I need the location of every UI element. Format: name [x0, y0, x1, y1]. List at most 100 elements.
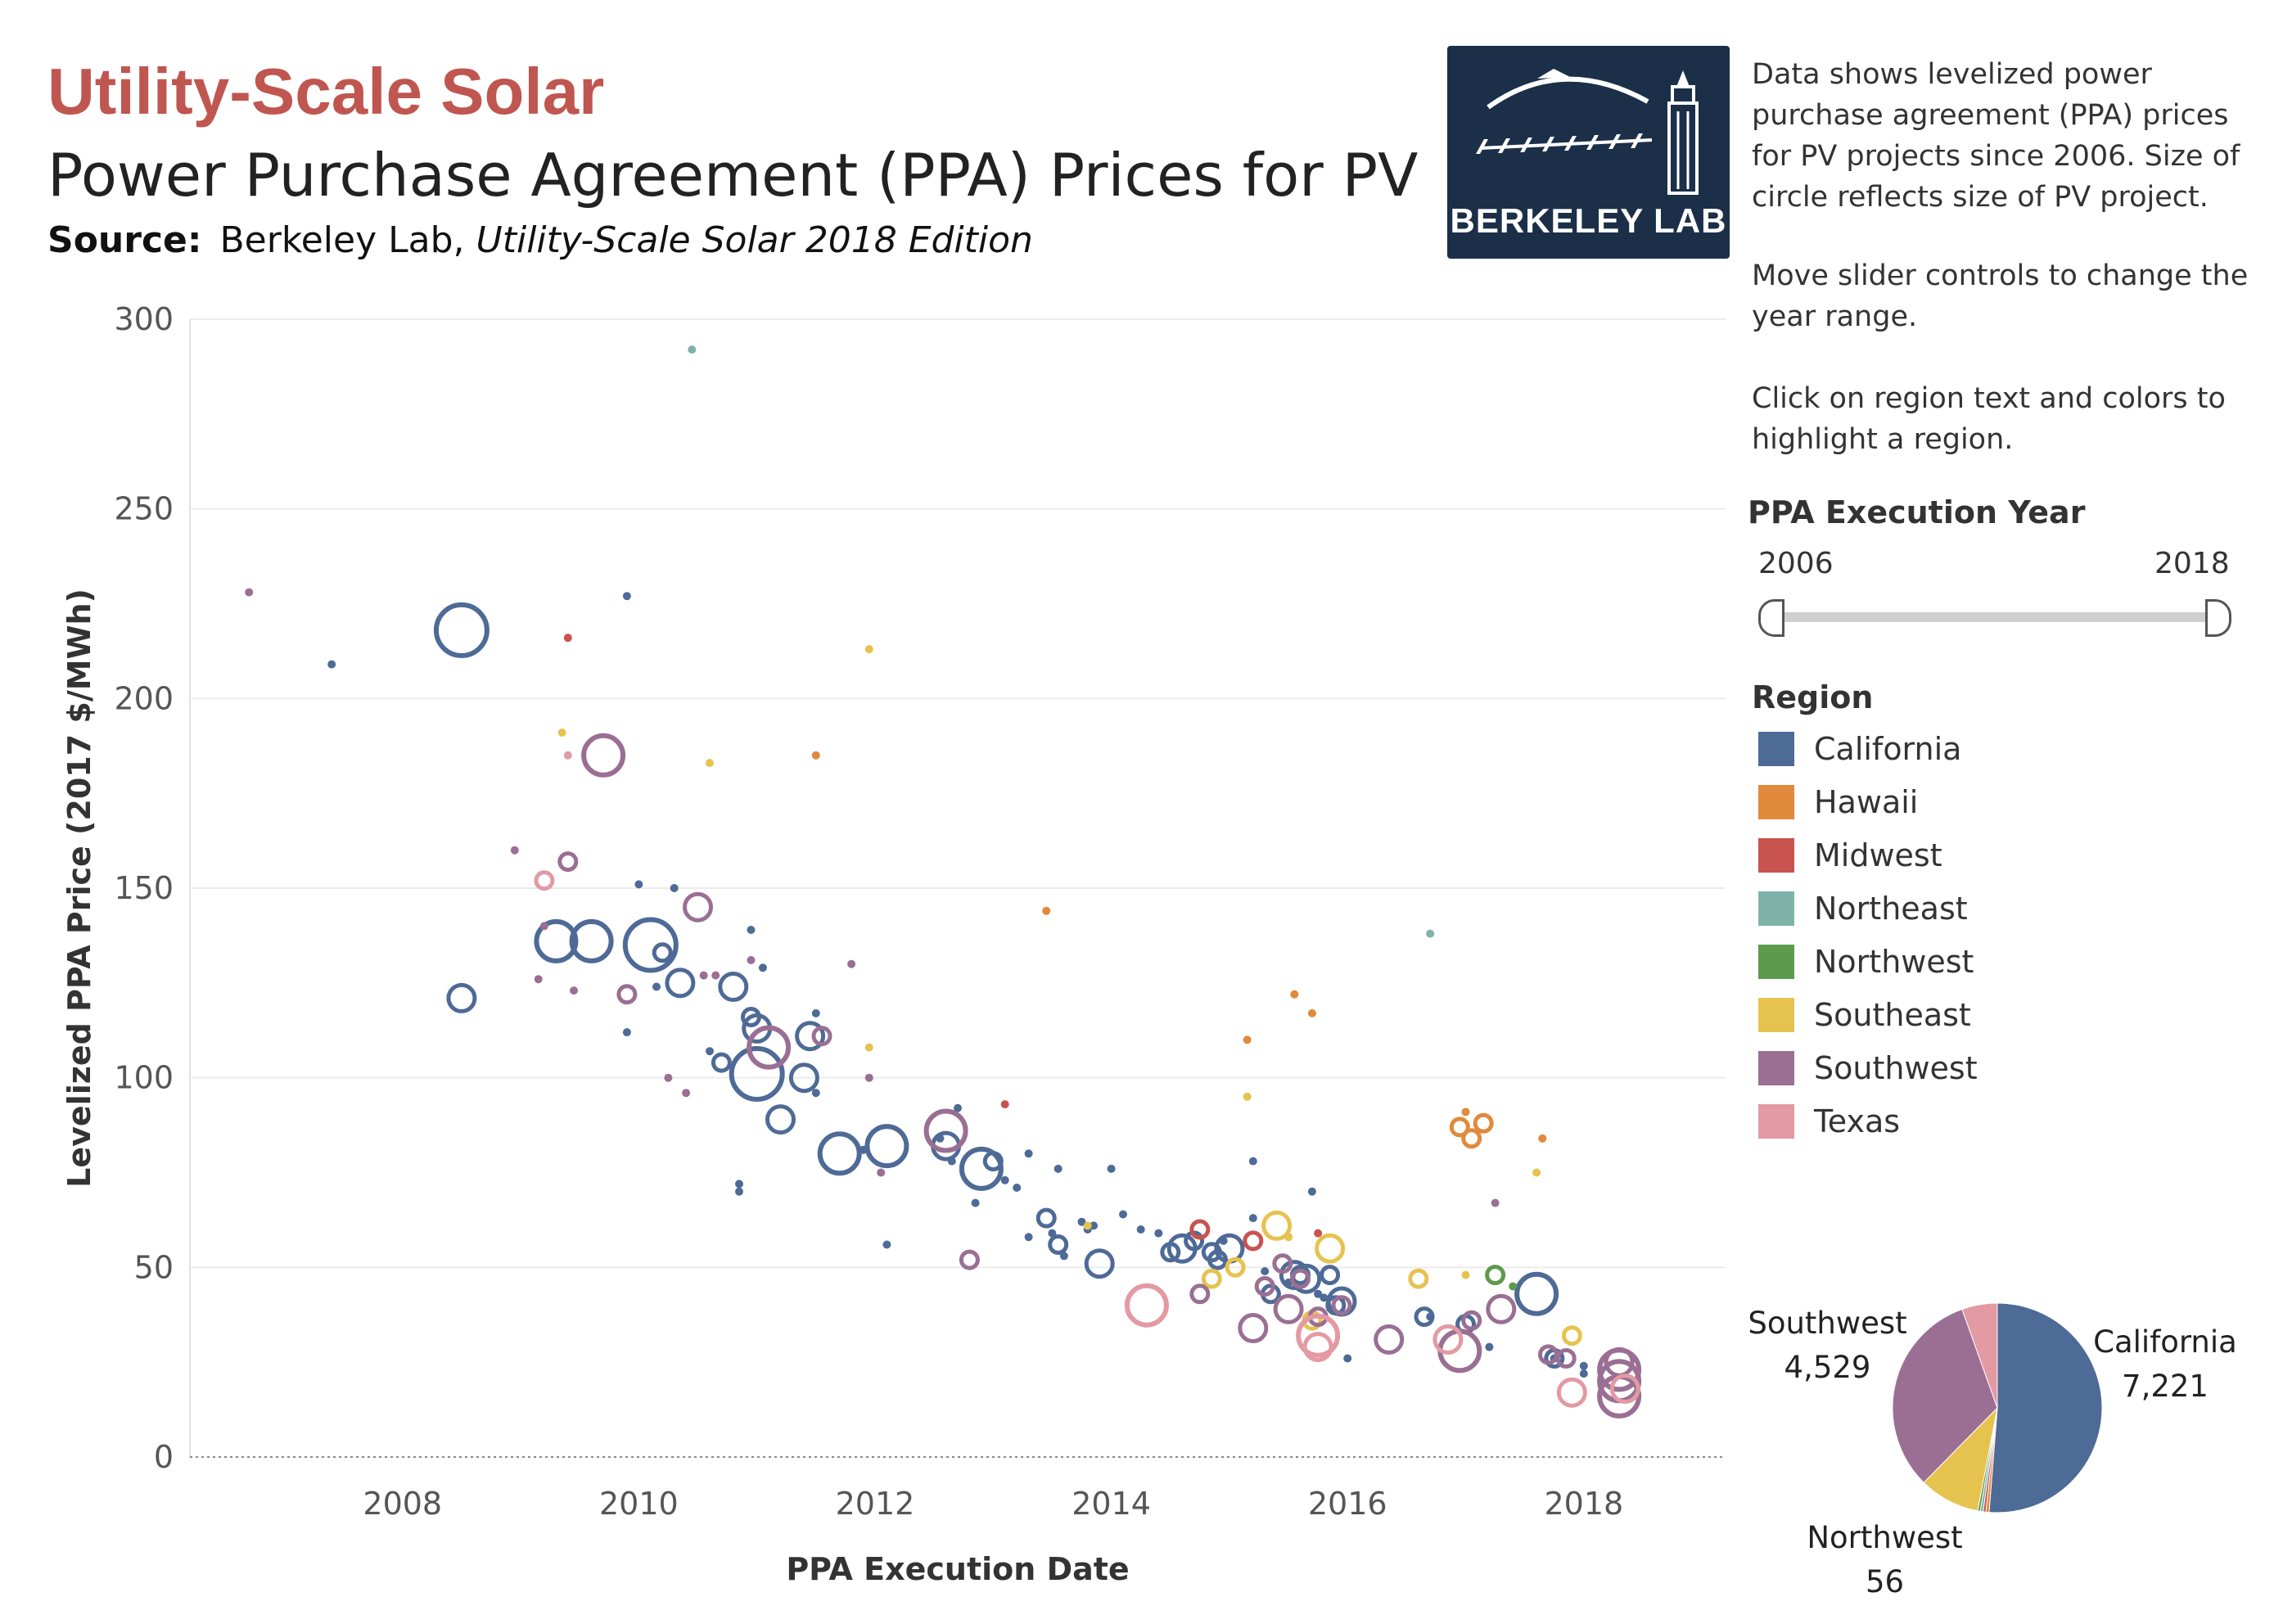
data-point[interactable]	[622, 1028, 631, 1037]
series-hawaii[interactable]	[811, 751, 1547, 1149]
data-point[interactable]	[864, 645, 873, 654]
data-point[interactable]	[1035, 1207, 1057, 1229]
data-point[interactable]	[718, 972, 749, 1002]
legend-item-southeast[interactable]: Southeast	[1758, 995, 1971, 1035]
legend-label[interactable]: Northwest	[1814, 944, 1974, 980]
data-point[interactable]	[1024, 1233, 1033, 1242]
data-point[interactable]	[1579, 1369, 1588, 1378]
series-northwest[interactable]	[1485, 1265, 1518, 1291]
data-point[interactable]	[534, 918, 579, 963]
slider-end-handle[interactable]	[2205, 599, 2231, 637]
data-point[interactable]	[557, 851, 579, 873]
data-point[interactable]	[877, 1168, 886, 1177]
legend-swatch[interactable]	[1758, 891, 1794, 926]
data-point[interactable]	[747, 956, 756, 964]
data-point[interactable]	[1077, 1217, 1086, 1226]
pie-slice-california[interactable]	[1988, 1302, 2103, 1513]
data-point[interactable]	[1272, 1253, 1293, 1274]
data-point[interactable]	[1248, 1157, 1257, 1166]
data-point[interactable]	[1307, 1008, 1316, 1017]
legend-swatch[interactable]	[1758, 732, 1794, 766]
data-point[interactable]	[817, 1131, 862, 1176]
data-point[interactable]	[1243, 1230, 1264, 1252]
data-point[interactable]	[1461, 1128, 1482, 1149]
series-texas[interactable]	[534, 751, 1640, 1408]
data-point[interactable]	[699, 971, 708, 980]
data-point[interactable]	[758, 963, 767, 972]
data-point[interactable]	[1555, 1348, 1577, 1369]
data-point[interactable]	[616, 984, 638, 1005]
legend-swatch[interactable]	[1758, 998, 1794, 1032]
data-point[interactable]	[1320, 1293, 1329, 1302]
data-point[interactable]	[534, 975, 543, 984]
series-northeast[interactable]	[688, 345, 1435, 938]
data-point[interactable]	[1485, 1342, 1494, 1351]
data-point[interactable]	[1154, 1229, 1163, 1238]
data-point[interactable]	[1013, 1184, 1022, 1192]
data-point[interactable]	[971, 1198, 980, 1207]
data-point[interactable]	[735, 1180, 743, 1189]
legend-label[interactable]: Southeast	[1814, 997, 1971, 1033]
data-point[interactable]	[706, 1047, 714, 1056]
legend-label[interactable]: Hawaii	[1814, 784, 1919, 820]
series-southwest[interactable]	[245, 588, 1642, 1419]
data-point[interactable]	[1254, 1276, 1275, 1297]
data-point[interactable]	[570, 986, 578, 995]
data-point[interactable]	[1201, 1268, 1222, 1289]
legend-label[interactable]: California	[1814, 731, 1962, 767]
data-point[interactable]	[735, 1187, 743, 1196]
data-point[interactable]	[959, 1146, 1004, 1191]
legend-swatch[interactable]	[1758, 1051, 1794, 1085]
data-point[interactable]	[1561, 1325, 1582, 1347]
berkeley-lab-logo[interactable]: BERKELEY LAB	[1447, 46, 1730, 259]
data-point[interactable]	[1248, 1214, 1257, 1223]
data-point[interactable]	[245, 588, 254, 597]
data-point[interactable]	[1461, 1310, 1482, 1331]
data-point[interactable]	[747, 1025, 792, 1070]
data-point[interactable]	[1000, 1175, 1009, 1184]
data-point[interactable]	[1486, 1293, 1517, 1324]
data-point[interactable]	[664, 1073, 673, 1082]
data-point[interactable]	[670, 884, 679, 892]
data-point[interactable]	[1243, 1092, 1252, 1101]
data-point[interactable]	[947, 1157, 956, 1166]
data-point[interactable]	[682, 1089, 691, 1098]
data-point[interactable]	[1538, 1134, 1547, 1143]
data-point[interactable]	[788, 1062, 819, 1094]
data-point[interactable]	[1461, 1270, 1470, 1279]
data-point[interactable]	[622, 592, 631, 601]
data-point[interactable]	[1374, 1324, 1405, 1355]
data-point[interactable]	[1136, 1225, 1145, 1234]
data-point[interactable]	[1238, 1313, 1269, 1343]
data-point[interactable]	[1042, 906, 1051, 915]
data-point[interactable]	[510, 846, 519, 855]
data-point[interactable]	[1514, 1271, 1559, 1316]
legend-label[interactable]: Northeast	[1814, 891, 1968, 927]
legend-label[interactable]: Midwest	[1814, 837, 1942, 873]
slider-start-handle[interactable]	[1758, 599, 1784, 637]
legend-item-midwest[interactable]: Midwest	[1758, 835, 1942, 876]
data-point[interactable]	[569, 918, 614, 963]
legend-item-northwest[interactable]: Northwest	[1758, 941, 1974, 982]
pie-slice-texas[interactable]	[1961, 1302, 1998, 1409]
data-point[interactable]	[982, 1151, 1004, 1172]
data-point[interactable]	[765, 1104, 796, 1135]
data-point[interactable]	[1461, 1107, 1470, 1116]
data-point[interactable]	[864, 1043, 873, 1052]
legend-swatch[interactable]	[1758, 945, 1794, 979]
data-point[interactable]	[1343, 1354, 1352, 1363]
data-point[interactable]	[959, 1249, 980, 1270]
year-range-slider[interactable]	[1766, 612, 2215, 622]
data-point[interactable]	[1024, 1149, 1033, 1158]
data-point[interactable]	[811, 1026, 832, 1047]
data-point[interactable]	[1426, 1312, 1435, 1321]
data-point[interactable]	[1433, 1324, 1464, 1355]
data-point[interactable]	[581, 733, 626, 778]
data-point[interactable]	[811, 1008, 820, 1017]
data-point[interactable]	[1449, 1116, 1470, 1138]
data-point[interactable]	[1314, 1229, 1323, 1238]
data-point[interactable]	[1320, 1265, 1341, 1286]
legend-item-southwest[interactable]: Southwest	[1758, 1048, 1978, 1089]
data-point[interactable]	[706, 759, 714, 768]
data-point[interactable]	[864, 1124, 909, 1169]
